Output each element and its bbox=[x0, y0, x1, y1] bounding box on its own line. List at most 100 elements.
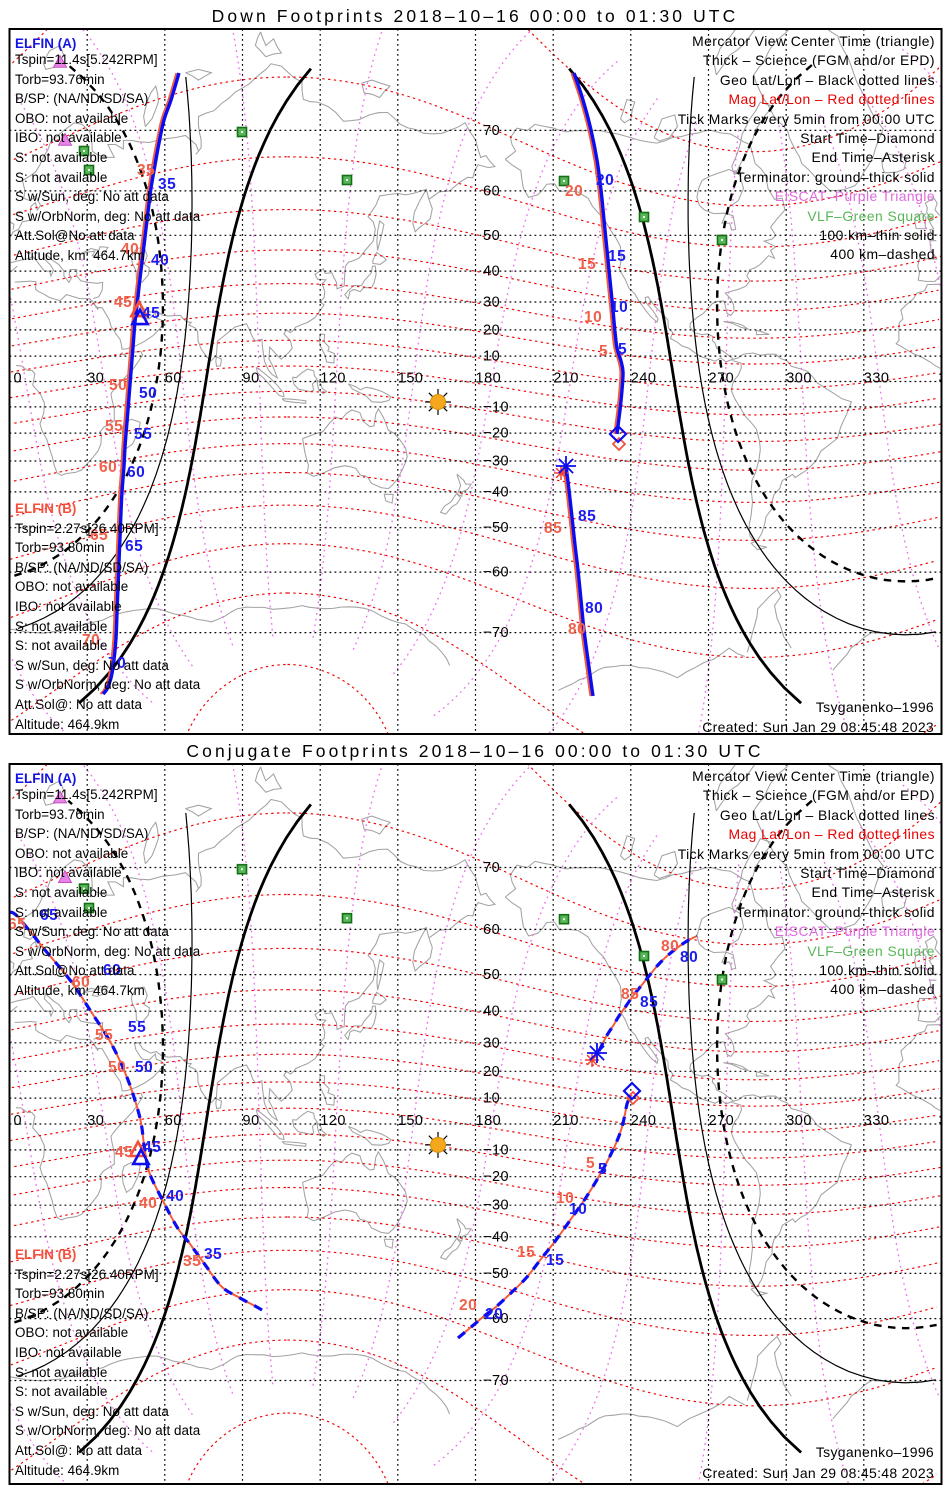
svg-text:50: 50 bbox=[483, 228, 500, 244]
svg-text:10: 10 bbox=[556, 1190, 574, 1207]
svg-text:15: 15 bbox=[608, 248, 626, 265]
svg-text:0: 0 bbox=[14, 1113, 23, 1129]
svg-text:85: 85 bbox=[640, 994, 658, 1011]
svg-text:−40: −40 bbox=[483, 1229, 509, 1245]
svg-text:−30: −30 bbox=[483, 454, 509, 470]
svg-text:85: 85 bbox=[621, 986, 639, 1003]
svg-text:50: 50 bbox=[109, 377, 127, 394]
svg-text:60: 60 bbox=[483, 922, 500, 938]
svg-text:60: 60 bbox=[99, 459, 117, 476]
svg-text:35: 35 bbox=[183, 1253, 201, 1270]
svg-text:15: 15 bbox=[546, 1252, 564, 1269]
svg-text:10: 10 bbox=[610, 299, 628, 316]
svg-text:15: 15 bbox=[517, 1244, 535, 1261]
svg-text:20: 20 bbox=[483, 322, 500, 338]
svg-text:40: 40 bbox=[483, 264, 500, 280]
svg-text:30: 30 bbox=[483, 295, 500, 311]
svg-text:360: 360 bbox=[939, 1113, 950, 1129]
svg-text:−20: −20 bbox=[483, 426, 509, 442]
svg-text:210: 210 bbox=[553, 1113, 579, 1129]
svg-text:45: 45 bbox=[115, 1144, 133, 1161]
svg-text:55: 55 bbox=[105, 418, 123, 435]
svg-text:55: 55 bbox=[134, 426, 152, 443]
svg-text:10: 10 bbox=[483, 1091, 500, 1107]
svg-text:50: 50 bbox=[135, 1059, 153, 1076]
svg-text:70: 70 bbox=[108, 655, 126, 672]
svg-text:65: 65 bbox=[8, 916, 26, 933]
svg-text:90: 90 bbox=[243, 371, 260, 387]
svg-text:35: 35 bbox=[137, 162, 155, 179]
svg-text:−60: −60 bbox=[483, 1311, 509, 1327]
svg-text:80: 80 bbox=[661, 938, 679, 955]
svg-text:65: 65 bbox=[125, 538, 143, 555]
svg-text:35: 35 bbox=[158, 176, 176, 193]
svg-text:20: 20 bbox=[459, 1297, 477, 1314]
svg-text:240: 240 bbox=[631, 371, 657, 387]
svg-text:−50: −50 bbox=[483, 520, 509, 536]
svg-text:−20: −20 bbox=[483, 1169, 509, 1185]
svg-text:60: 60 bbox=[483, 183, 500, 199]
svg-text:300: 300 bbox=[786, 1113, 812, 1129]
svg-text:0: 0 bbox=[14, 371, 23, 387]
svg-text:5: 5 bbox=[599, 343, 608, 360]
svg-text:40: 40 bbox=[139, 1195, 157, 1212]
svg-text:10: 10 bbox=[483, 349, 500, 365]
svg-text:65: 65 bbox=[40, 907, 58, 924]
svg-text:60: 60 bbox=[165, 371, 182, 387]
svg-text:10: 10 bbox=[584, 309, 602, 326]
svg-text:40: 40 bbox=[166, 1188, 184, 1205]
svg-text:120: 120 bbox=[320, 1113, 346, 1129]
svg-text:60: 60 bbox=[127, 464, 145, 481]
svg-text:15: 15 bbox=[578, 256, 596, 273]
svg-text:20: 20 bbox=[483, 1064, 500, 1080]
svg-text:30: 30 bbox=[87, 1113, 104, 1129]
svg-text:270: 270 bbox=[709, 1113, 735, 1129]
svg-text:−70: −70 bbox=[483, 1373, 509, 1389]
svg-text:45: 45 bbox=[142, 305, 160, 322]
svg-text:−40: −40 bbox=[483, 484, 509, 500]
svg-text:120: 120 bbox=[320, 371, 346, 387]
svg-text:30: 30 bbox=[483, 1035, 500, 1051]
svg-text:5: 5 bbox=[598, 1161, 607, 1178]
svg-text:20: 20 bbox=[596, 172, 614, 189]
svg-text:−60: −60 bbox=[483, 565, 509, 581]
svg-text:−30: −30 bbox=[483, 1198, 509, 1214]
svg-text:55: 55 bbox=[128, 1019, 146, 1036]
svg-text:65: 65 bbox=[90, 527, 108, 544]
svg-text:45: 45 bbox=[143, 1139, 161, 1156]
svg-text:60: 60 bbox=[103, 962, 121, 979]
svg-text:150: 150 bbox=[398, 371, 424, 387]
svg-text:20: 20 bbox=[565, 183, 583, 200]
svg-text:60: 60 bbox=[165, 1113, 182, 1129]
svg-text:85: 85 bbox=[578, 508, 596, 525]
svg-text:80: 80 bbox=[680, 949, 698, 966]
svg-text:55: 55 bbox=[95, 1027, 113, 1044]
svg-text:50: 50 bbox=[139, 385, 157, 402]
svg-text:−70: −70 bbox=[483, 625, 509, 641]
svg-text:70: 70 bbox=[82, 632, 100, 649]
svg-text:330: 330 bbox=[864, 1113, 890, 1129]
svg-text:40: 40 bbox=[121, 241, 139, 258]
svg-text:270: 270 bbox=[709, 371, 735, 387]
svg-text:70: 70 bbox=[483, 123, 500, 139]
svg-text:20: 20 bbox=[485, 1306, 503, 1323]
svg-text:5: 5 bbox=[586, 1155, 595, 1172]
svg-text:50: 50 bbox=[108, 1059, 126, 1076]
svg-text:150: 150 bbox=[398, 1113, 424, 1129]
svg-text:180: 180 bbox=[476, 1113, 502, 1129]
svg-text:−10: −10 bbox=[483, 399, 509, 415]
svg-text:80: 80 bbox=[585, 600, 603, 617]
svg-text:240: 240 bbox=[631, 1113, 657, 1129]
svg-text:50: 50 bbox=[483, 967, 500, 983]
svg-text:90: 90 bbox=[243, 1113, 260, 1129]
svg-text:300: 300 bbox=[786, 371, 812, 387]
svg-text:360: 360 bbox=[939, 371, 950, 387]
svg-text:60: 60 bbox=[72, 974, 90, 991]
svg-text:330: 330 bbox=[864, 371, 890, 387]
svg-text:35: 35 bbox=[204, 1246, 222, 1263]
svg-text:−10: −10 bbox=[483, 1142, 509, 1158]
svg-text:180: 180 bbox=[476, 371, 502, 387]
svg-text:5: 5 bbox=[618, 341, 627, 358]
svg-text:30: 30 bbox=[87, 371, 104, 387]
svg-text:40: 40 bbox=[151, 252, 169, 269]
